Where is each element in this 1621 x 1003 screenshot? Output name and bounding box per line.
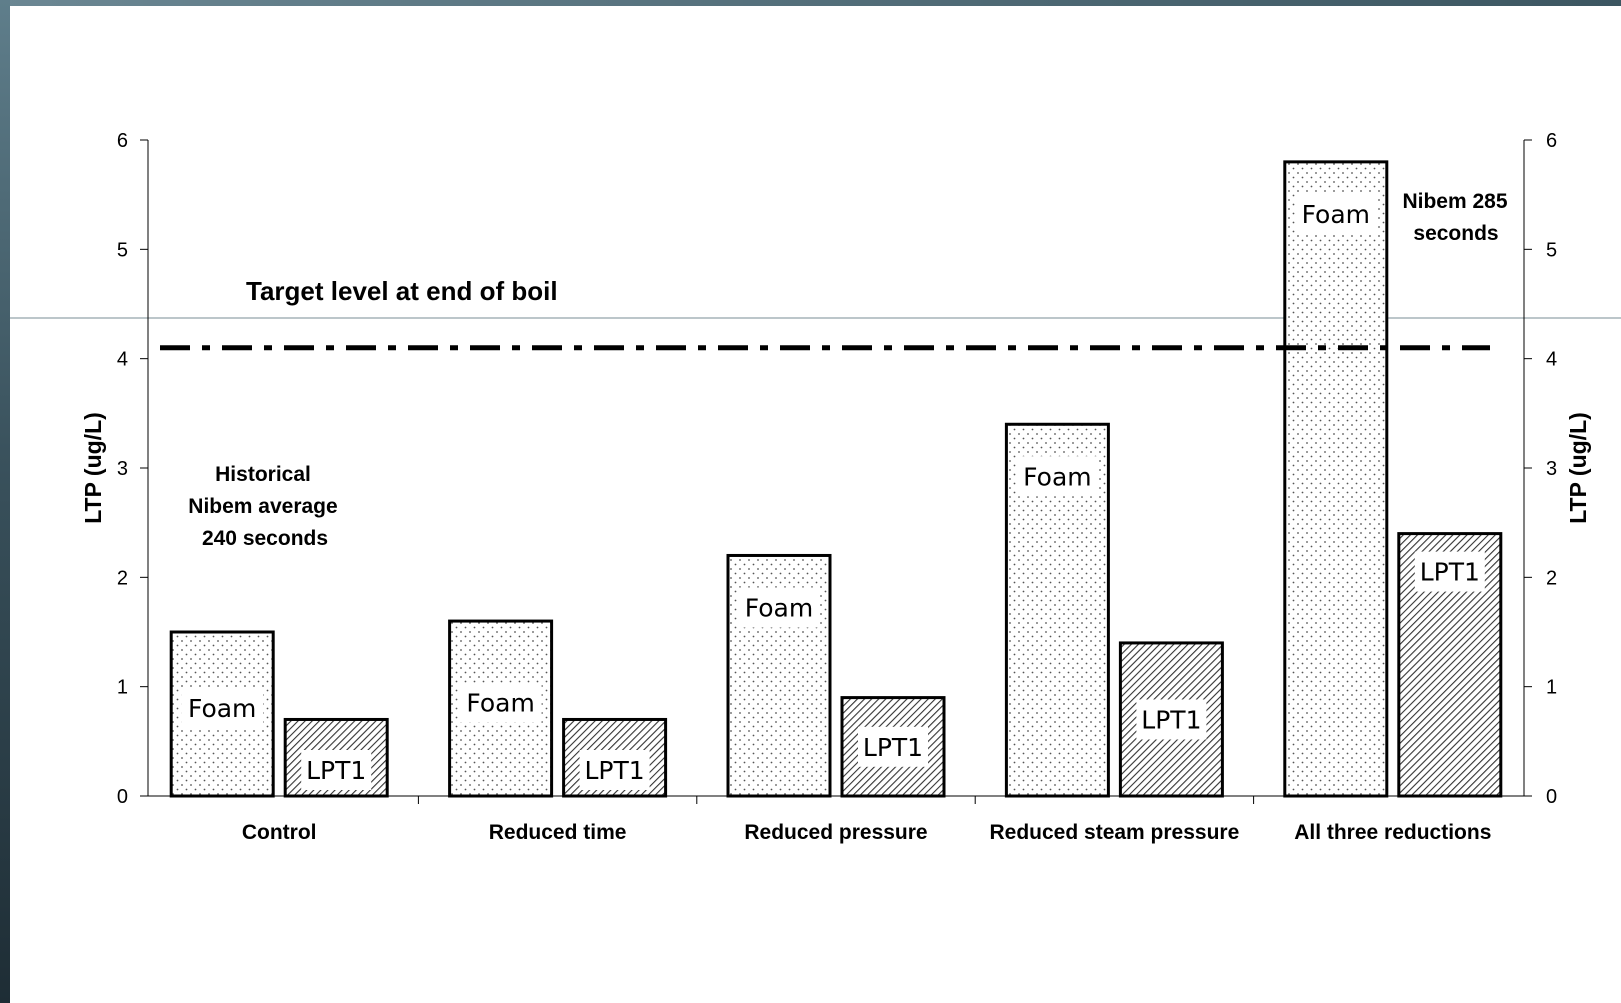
left-y-tick-label: 6: [117, 130, 128, 152]
bar-label-box: [1294, 193, 1377, 234]
bar-label-lpt1: LPT1: [863, 733, 923, 762]
bar-label-lpt1: LPT1: [1420, 558, 1480, 587]
right-y-tick-label: 2: [1546, 567, 1557, 589]
target-level-label: Target level at end of boil: [246, 276, 558, 306]
right-y-tick-label: 6: [1546, 130, 1557, 152]
category-label: Control: [242, 821, 317, 844]
category-label: Reduced steam pressure: [990, 821, 1240, 844]
category-label: Reduced pressure: [744, 821, 927, 844]
bar-label-foam: Foam: [1302, 200, 1370, 229]
right-y-tick-label: 0: [1546, 786, 1557, 808]
historical-line-3: 240 seconds: [202, 527, 328, 550]
nibem-annotation: Nibem 285 seconds: [1402, 190, 1507, 245]
bar-label-box: [459, 682, 542, 723]
bar-label-box: [738, 587, 820, 628]
bar-label-foam: Foam: [1023, 462, 1091, 491]
right-y-ticks: 0 1 2 3 4 5 6: [1524, 130, 1557, 808]
left-y-axis-title: LTP (ug/L): [80, 412, 106, 524]
left-y-ticks: 0 1 2 3 4 5 6: [117, 130, 148, 808]
category-labels: Control Reduced time Reduced pressure Reduc…: [242, 821, 1492, 844]
bar-label-foam: Foam: [188, 694, 256, 723]
nibem-line-2: seconds: [1413, 222, 1498, 245]
bar-label-lpt1: LPT1: [1141, 705, 1201, 734]
bar-label-box: [181, 688, 264, 728]
left-y-tick-label: 1: [117, 677, 128, 699]
historical-line-1: Historical: [215, 463, 311, 486]
category-label: All three reductions: [1294, 821, 1491, 844]
left-y-tick-label: 5: [117, 239, 128, 261]
slide-top-band: [0, 0, 1621, 6]
left-y-tick-label: 0: [117, 786, 128, 808]
right-y-tick-label: 5: [1546, 239, 1557, 261]
left-y-tick-label: 2: [117, 567, 128, 589]
bar-label-box: [1414, 551, 1485, 592]
right-y-tick-label: 1: [1546, 677, 1557, 699]
bar-label-box: [579, 750, 650, 790]
right-y-axis-title: LTP (ug/L): [1565, 412, 1591, 524]
bars: [169, 160, 1503, 798]
slide-left-band: [0, 0, 10, 1003]
bar-label-foam: Foam: [466, 689, 534, 718]
left-y-tick-label: 4: [117, 349, 128, 371]
bar-label-box: [1016, 456, 1099, 497]
nibem-line-1: Nibem 285: [1402, 190, 1507, 213]
bar-label-box: [1136, 699, 1207, 740]
historical-annotation: Historical Nibem average 240 seconds: [188, 463, 337, 550]
bar-label-lpt1: LPT1: [585, 756, 645, 785]
bar-labels: Foam LPT1 Foam LPT1 Foam LPT1 Foam LPT1 Foam LPT1: [181, 193, 1485, 790]
bar-label-foam: Foam: [745, 593, 813, 622]
x-ticks: [417, 796, 1255, 804]
bar-label-lpt1: LPT1: [306, 756, 366, 785]
bar-label-box: [858, 726, 928, 767]
bar-label-box: [301, 750, 372, 790]
historical-line-2: Nibem average: [188, 495, 337, 518]
category-label: Reduced time: [489, 821, 627, 844]
right-y-tick-label: 3: [1546, 458, 1557, 480]
right-y-tick-label: 4: [1546, 349, 1557, 371]
left-y-tick-label: 3: [117, 458, 128, 480]
bar-foam: [1283, 160, 1389, 798]
